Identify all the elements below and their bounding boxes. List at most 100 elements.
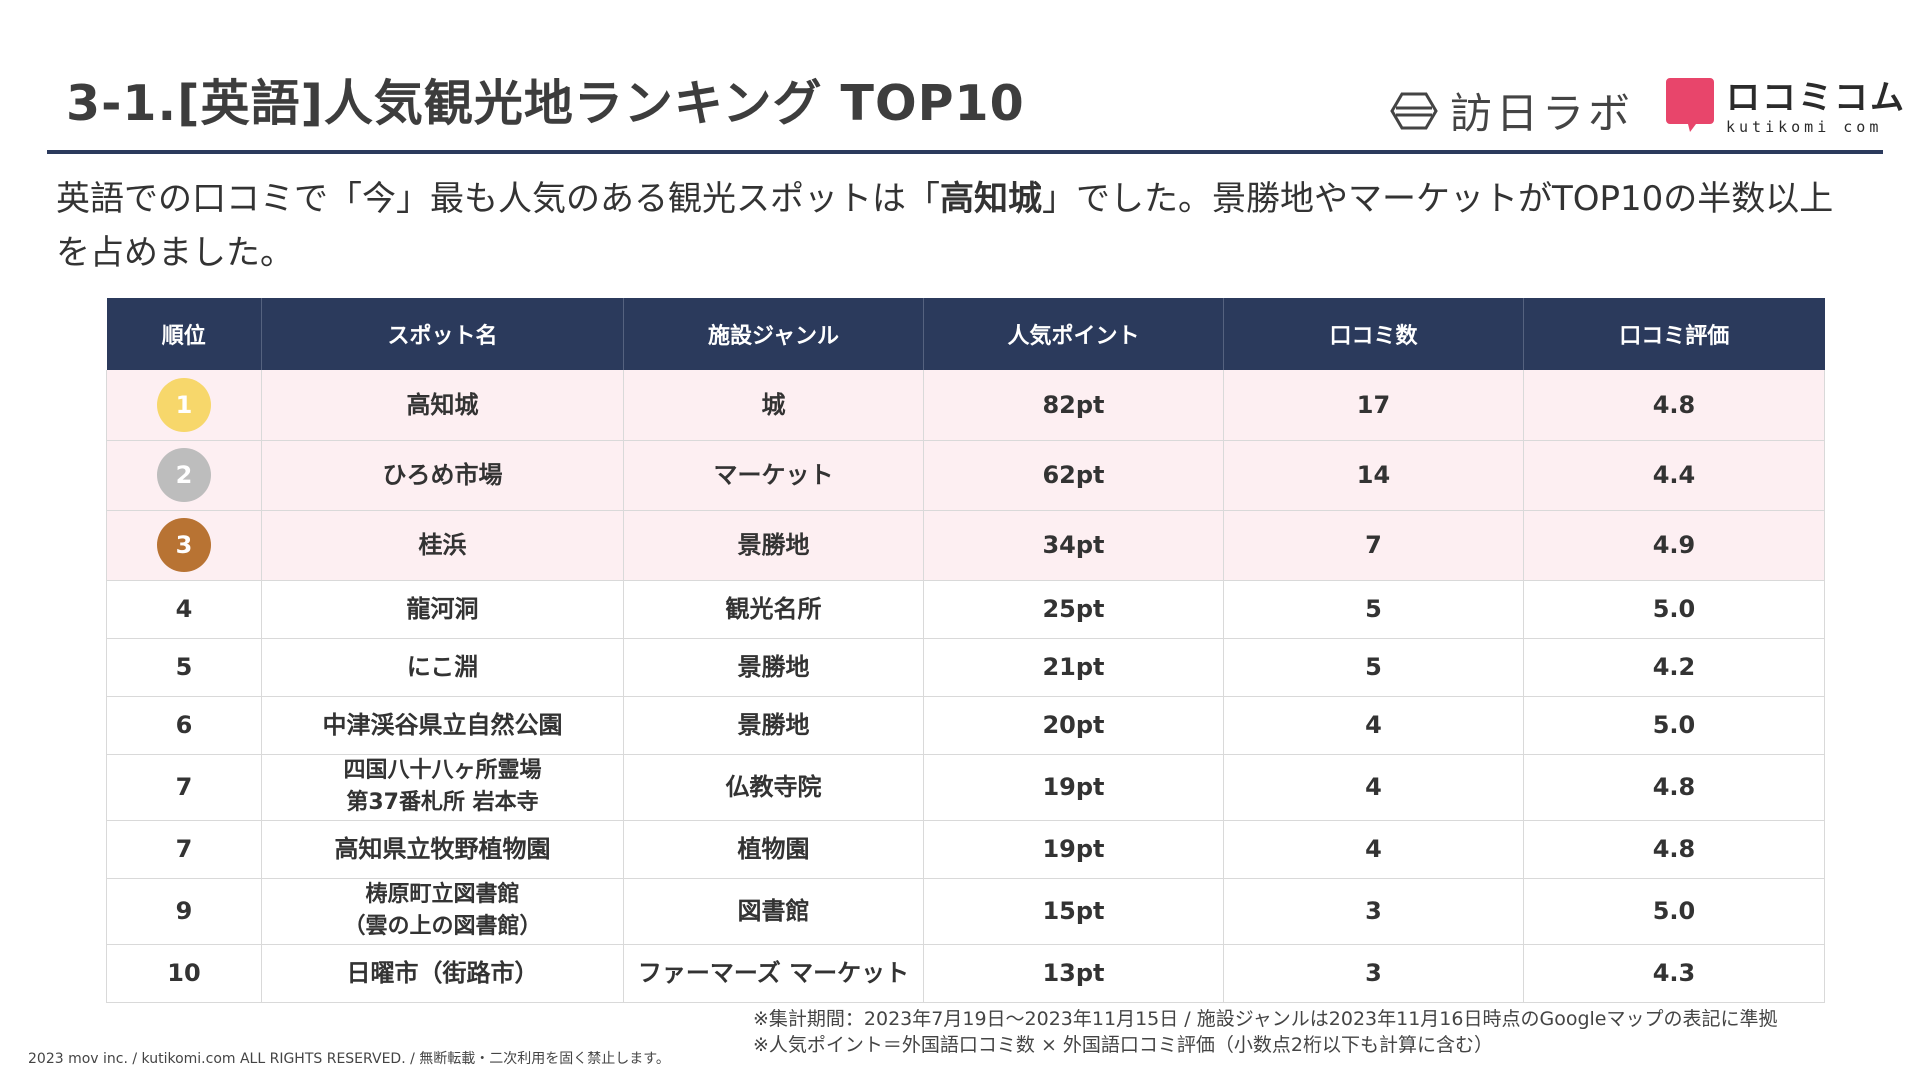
cell-rating: 4.9 (1523, 510, 1825, 581)
cell-rank: 9 (106, 878, 262, 945)
cell-points: 82pt (923, 370, 1224, 441)
cell-rank: 3 (106, 510, 262, 581)
note-period: ※集計期間：2023年7月19日～2023年11月15日 / 施設ジャンルは20… (753, 1008, 1778, 1030)
cell-review-count: 7 (1223, 510, 1524, 581)
header-rating: 口コミ評価 (1523, 298, 1825, 370)
kutikomi-logo: ロコミコム kutikomi com (1666, 78, 1906, 136)
cell-spot-name: 日曜市（街路市） (261, 944, 624, 1003)
cell-rating: 4.4 (1523, 440, 1825, 511)
cell-rating: 4.8 (1523, 754, 1825, 821)
spot-name-line: ひろめ市場 (382, 461, 503, 489)
cell-spot-name: 龍河洞 (261, 580, 624, 639)
cell-rank: 7 (106, 820, 262, 879)
spot-name-line: にこ淵 (406, 653, 479, 681)
note-formula: ※人気ポイント＝外国語口コミ数 × 外国語口コミ評価（小数点2桁以下も計算に含む… (753, 1034, 1494, 1056)
cell-spot-name: にこ淵 (261, 638, 624, 697)
table-row: 9 梼原町立図書館 （雲の上の図書館） 図書館 15pt 3 5.0 (106, 878, 1825, 945)
table-header-row: 順位 スポット名 施設ジャンル 人気ポイント 口コミ数 口コミ評価 (106, 298, 1825, 370)
speech-bubble-icon (1666, 78, 1714, 132)
cell-genre: 植物園 (623, 820, 924, 879)
cell-review-count: 4 (1223, 820, 1524, 879)
cell-review-count: 4 (1223, 696, 1524, 755)
cell-review-count: 3 (1223, 878, 1524, 945)
cell-rank: 1 (106, 370, 262, 441)
cell-genre: 城 (623, 370, 924, 441)
cell-rating: 5.0 (1523, 878, 1825, 945)
spot-name-line: 桂浜 (418, 531, 467, 559)
table-row: 4 龍河洞 観光名所 25pt 5 5.0 (106, 580, 1825, 639)
ranking-table: 順位 スポット名 施設ジャンル 人気ポイント 口コミ数 口コミ評価 1 高知城 城 8… (106, 298, 1825, 1003)
cell-points: 15pt (923, 878, 1224, 945)
title-divider (47, 150, 1883, 154)
cell-spot-name: 梼原町立図書館 （雲の上の図書館） (261, 878, 624, 945)
cell-rank: 4 (106, 580, 262, 639)
spot-name-line: 四国八十八ヶ所霊場 (343, 758, 542, 783)
page-title: 3-1.[英語]人気観光地ランキング TOP10 (66, 75, 1025, 132)
lead-part1: 英語での口コミで「今」最も人気のある観光スポットは「 (56, 179, 940, 219)
cell-points: 19pt (923, 754, 1224, 821)
cell-spot-name: 高知県立牧野植物園 (261, 820, 624, 879)
table-row: 2 ひろめ市場 マーケット 62pt 14 4.4 (106, 440, 1825, 511)
cell-points: 13pt (923, 944, 1224, 1003)
table-row: 3 桂浜 景勝地 34pt 7 4.9 (106, 510, 1825, 581)
cell-rank: 6 (106, 696, 262, 755)
cell-rank: 7 (106, 754, 262, 821)
header-review-count: 口コミ数 (1223, 298, 1524, 370)
cell-rank: 5 (106, 638, 262, 697)
cell-rating: 4.8 (1523, 820, 1825, 879)
spot-name-line: 高知城 (406, 390, 479, 419)
rank-medal-icon: 2 (157, 448, 211, 502)
cell-review-count: 5 (1223, 638, 1524, 697)
cell-points: 62pt (923, 440, 1224, 511)
header-points: 人気ポイント (923, 298, 1224, 370)
spot-name-line: 龍河洞 (406, 595, 479, 623)
cell-spot-name: 桂浜 (261, 510, 624, 581)
lead-part2: 」でした。景勝地やマーケットがTOP10の半数以上を占めました。 (56, 179, 1834, 273)
cell-spot-name: 中津渓谷県立自然公園 (261, 696, 624, 755)
spot-name-line: 日曜市（街路市） (346, 959, 539, 987)
rank-medal-icon: 1 (157, 377, 211, 432)
houjin-labo-logo: 訪日ラボ (1390, 80, 1634, 141)
header-rank: 順位 (106, 298, 262, 370)
cell-rating: 4.8 (1523, 370, 1825, 441)
cell-genre: 仏教寺院 (623, 754, 924, 821)
spot-name-line: 中津渓谷県立自然公園 (322, 711, 563, 739)
kutikomi-logo-jp: ロコミコム (1726, 78, 1906, 118)
spot-name-line-2: （雲の上の図書館） (343, 914, 542, 939)
cell-rank: 10 (106, 944, 262, 1003)
cell-review-count: 3 (1223, 944, 1524, 1003)
table-row: 1 高知城 城 82pt 17 4.8 (106, 370, 1825, 441)
table-row: 5 にこ淵 景勝地 21pt 5 4.2 (106, 638, 1825, 697)
labo-logo-text: 訪日ラボ (1450, 89, 1635, 138)
lead-highlight: 高知城 (940, 179, 1042, 219)
spot-name-line: 梼原町立図書館 (365, 882, 520, 907)
cell-rating: 4.3 (1523, 944, 1825, 1003)
labo-hexagon-icon (1390, 92, 1438, 129)
table-row: 7 高知県立牧野植物園 植物園 19pt 4 4.8 (106, 820, 1825, 879)
cell-rating: 4.2 (1523, 638, 1825, 697)
cell-points: 20pt (923, 696, 1224, 755)
cell-review-count: 17 (1223, 370, 1524, 441)
lead-text: 英語での口コミで「今」最も人気のある観光スポットは「高知城」でした。景勝地やマー… (56, 172, 1856, 280)
cell-points: 21pt (923, 638, 1224, 697)
cell-rating: 5.0 (1523, 580, 1825, 639)
cell-spot-name: ひろめ市場 (261, 440, 624, 511)
table-row: 6 中津渓谷県立自然公園 景勝地 20pt 4 5.0 (106, 696, 1825, 755)
cell-genre: 観光名所 (623, 580, 924, 639)
cell-genre: 景勝地 (623, 696, 924, 755)
cell-review-count: 4 (1223, 754, 1524, 821)
spot-name-line: 高知県立牧野植物園 (334, 835, 551, 863)
copyright: 2023 mov inc. / kutikomi.com ALL RIGHTS … (28, 1051, 670, 1067)
header-genre: 施設ジャンル (623, 298, 924, 370)
cell-review-count: 14 (1223, 440, 1524, 511)
cell-points: 19pt (923, 820, 1224, 879)
cell-rank: 2 (106, 440, 262, 511)
kutikomi-logo-en: kutikomi com (1726, 118, 1883, 136)
cell-spot-name: 高知城 (261, 370, 624, 441)
rank-medal-icon: 3 (157, 518, 211, 572)
cell-genre: 図書館 (623, 878, 924, 945)
cell-points: 34pt (923, 510, 1224, 581)
spot-name-line-2: 第37番札所 岩本寺 (346, 790, 539, 815)
cell-genre: ファーマーズ マーケット (623, 944, 924, 1003)
cell-genre: マーケット (623, 440, 924, 511)
